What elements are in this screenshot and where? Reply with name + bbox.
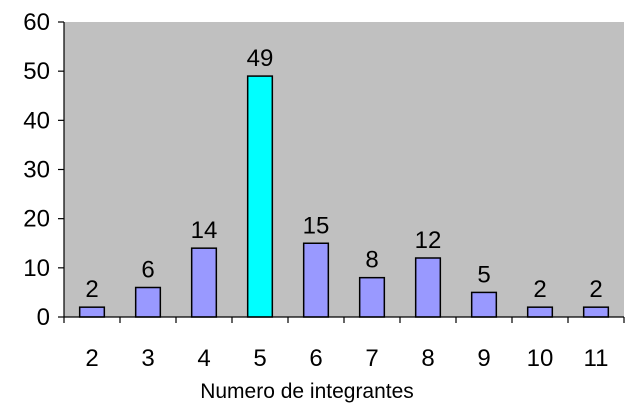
bar-3 [134, 286, 162, 318]
y-tick-label-40: 40 [23, 107, 50, 134]
x-tick-label-5: 5 [253, 345, 266, 372]
y-tick-label-10: 10 [23, 255, 50, 282]
x-tick-label-9: 9 [477, 345, 490, 372]
data-label-7: 8 [365, 247, 378, 274]
bar-11 [582, 306, 610, 318]
data-label-5: 49 [247, 45, 274, 72]
x-tick-label-3: 3 [141, 345, 154, 372]
x-tick-label-11: 11 [584, 345, 609, 372]
y-axis-ticks: 0 10 20 30 40 50 60 [23, 9, 64, 331]
x-tick-label-4: 4 [197, 345, 210, 372]
y-tick-label-50: 50 [23, 58, 50, 85]
bar-5 [246, 75, 274, 318]
bar-6 [302, 242, 330, 318]
y-tick-label-30: 30 [23, 157, 50, 184]
x-tick-label-7: 7 [365, 345, 378, 372]
data-labels: 2 6 14 49 15 8 12 5 2 2 [85, 45, 602, 303]
data-label-6: 15 [303, 212, 330, 239]
bar-10 [526, 306, 554, 318]
data-label-2: 2 [85, 276, 98, 303]
bar-9 [470, 291, 498, 318]
data-label-9: 5 [477, 261, 490, 288]
bar-2 [78, 306, 106, 318]
x-tick-label-8: 8 [421, 345, 434, 372]
x-tick-label-10: 10 [527, 345, 554, 372]
bar-4 [190, 247, 218, 318]
bars [78, 75, 610, 318]
y-tick-label-20: 20 [23, 206, 50, 233]
x-tick-label-6: 6 [309, 345, 322, 372]
data-label-4: 14 [191, 217, 218, 244]
data-label-8: 12 [415, 227, 442, 254]
x-axis-ticks: 2 3 4 5 6 7 8 9 10 11 [63, 317, 625, 372]
bar-8 [414, 257, 442, 318]
data-label-3: 6 [141, 257, 154, 284]
data-label-11: 2 [589, 276, 602, 303]
x-axis-title: Numero de integrantes [200, 380, 414, 403]
y-tick-label-60: 60 [23, 9, 50, 36]
x-tick-label-2: 2 [85, 345, 98, 372]
plot-area [64, 22, 624, 317]
data-label-10: 2 [533, 276, 546, 303]
bar-7 [358, 276, 386, 318]
y-tick-label-0: 0 [37, 304, 50, 331]
